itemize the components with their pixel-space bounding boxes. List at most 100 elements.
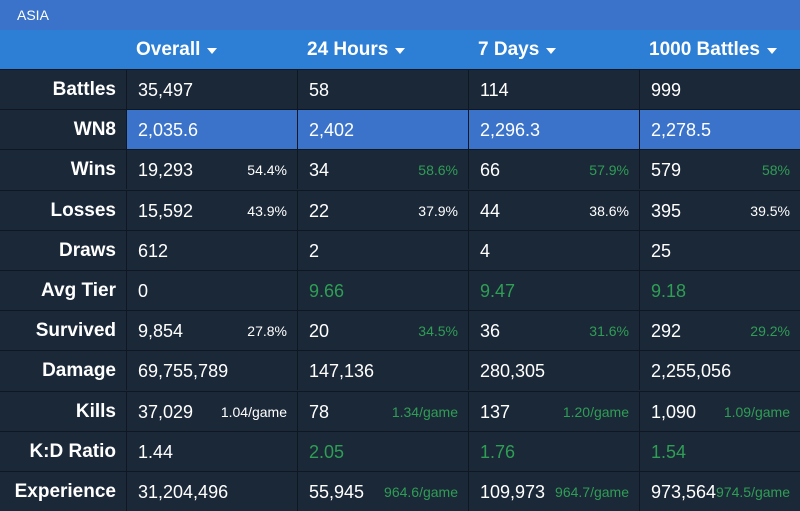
stat-label-cell: Survived	[0, 311, 126, 350]
stat-value: 55,945	[309, 482, 365, 502]
stat-label: Survived	[35, 320, 116, 342]
stat-cell: 612	[126, 230, 297, 270]
stat-value: 1.54	[651, 441, 687, 462]
stat-value: 973,564	[651, 482, 717, 502]
stat-value: 292	[651, 321, 682, 342]
stat-value: 579	[651, 160, 682, 181]
stat-row: Avg Tier 0 9.66 9.47 9.18	[0, 270, 800, 310]
stat-cell: 1.44	[126, 431, 297, 471]
stat-value: 20	[309, 321, 330, 342]
column-header-row: Overall 24 Hours 7 Days 1000 Battles	[0, 30, 800, 69]
stat-value: 1.44	[138, 441, 174, 462]
stat-cell: 4	[468, 230, 639, 270]
stat-value: 22	[309, 200, 330, 221]
stat-cell: 1,090 1.09/game	[639, 391, 800, 431]
stat-cell: 69,755,789	[126, 351, 297, 391]
stat-value: 2.05	[309, 441, 345, 462]
stat-cell: 2,278.5	[639, 110, 800, 150]
column-1000-battles-dropdown[interactable]: 1000 Battles	[649, 30, 777, 69]
stat-value: 35,497	[138, 80, 194, 100]
stat-row: K:D Ratio 1.44 2.05 1.76 1.54	[0, 430, 800, 471]
stat-label-cell: Kills	[0, 392, 126, 431]
stat-label: Damage	[42, 360, 116, 382]
stat-value: 2	[309, 240, 320, 261]
stat-cell: 20 34.5%	[297, 311, 468, 351]
stat-label: Wins	[70, 159, 116, 181]
stat-cell: 395 39.5%	[639, 190, 800, 230]
stat-cell: 137 1.20/game	[468, 391, 639, 431]
stat-value: 69,755,789	[138, 361, 229, 382]
stat-value: 9.18	[651, 281, 687, 301]
stat-cell: 2,402	[297, 110, 468, 150]
stat-cell: 9.18	[639, 271, 800, 310]
stat-subvalue: 31.6%	[589, 323, 629, 340]
stat-subvalue: 34.5%	[418, 323, 458, 340]
stat-label: WN8	[73, 119, 116, 141]
stat-subvalue: 43.9%	[247, 202, 287, 219]
stat-value: 109,973	[480, 482, 546, 502]
column-24-hours-dropdown[interactable]: 24 Hours	[307, 30, 406, 69]
stat-value: 137	[480, 401, 511, 422]
stat-cell: 55,945 964.6/game	[297, 472, 468, 511]
stat-value: 999	[651, 80, 682, 100]
stat-value: 2,255,056	[651, 361, 732, 382]
stat-value: 66	[480, 160, 501, 181]
column-header-label: 1000 Battles	[649, 38, 760, 60]
stat-cell: 15,592 43.9%	[126, 190, 297, 230]
stat-cell: 0	[126, 271, 297, 310]
stat-cell: 31,204,496	[126, 472, 297, 511]
stat-row: Draws 612 2 4 25	[0, 229, 800, 270]
stat-label-cell: Battles	[0, 70, 126, 109]
stat-subvalue: 1.20/game	[562, 403, 629, 420]
stat-cell: 1.76	[468, 431, 639, 471]
stat-value: 395	[651, 200, 682, 221]
caret-down-icon	[395, 47, 406, 54]
stat-value: 19,293	[138, 160, 194, 181]
column-header-label: 24 Hours	[307, 38, 389, 60]
stat-label: Avg Tier	[41, 280, 116, 301]
stat-label: Experience	[14, 481, 116, 502]
stat-cell: 2,255,056	[639, 351, 800, 391]
stat-cell: 579 58%	[639, 150, 800, 190]
stat-label-cell: Losses	[0, 191, 126, 230]
stat-cell: 2,296.3	[468, 110, 639, 150]
stat-value: 2,296.3	[480, 120, 541, 141]
stat-subvalue: 1.09/game	[723, 403, 790, 420]
stat-value: 58	[309, 80, 330, 100]
stat-value: 78	[309, 401, 330, 422]
column-7-days-dropdown[interactable]: 7 Days	[478, 30, 557, 69]
stat-label-cell: Wins	[0, 150, 126, 189]
stat-cell: 58	[297, 70, 468, 109]
stat-cell: 25	[639, 230, 800, 270]
stat-row: Damage 69,755,789 147,136 280,305 2,255,056	[0, 350, 800, 391]
stat-cell: 280,305	[468, 351, 639, 391]
stat-row: WN8 2,035.6 2,402 2,296.3 2,278.5	[0, 109, 800, 150]
stat-value: 4	[480, 240, 491, 261]
stat-cell: 2.05	[297, 431, 468, 471]
stat-label-cell: Draws	[0, 231, 126, 270]
stat-cell: 9.47	[468, 271, 639, 310]
stat-subvalue: 1.34/game	[391, 403, 458, 420]
stat-cell: 2,035.6	[126, 110, 297, 150]
stat-value: 36	[480, 321, 501, 342]
region-label: ASIA	[17, 7, 49, 23]
caret-down-icon	[207, 47, 218, 54]
stat-label: Losses	[50, 199, 116, 221]
region-bar: ASIA	[0, 0, 800, 30]
stat-value: 37,029	[138, 401, 194, 422]
stat-label: Draws	[58, 239, 116, 261]
stat-value: 2,402	[309, 120, 355, 141]
stat-label-cell: Avg Tier	[0, 271, 126, 310]
stat-cell: 78 1.34/game	[297, 391, 468, 431]
column-overall-dropdown[interactable]: Overall	[136, 30, 218, 69]
stat-label: K:D Ratio	[29, 440, 116, 462]
stat-value: 147,136	[309, 361, 375, 382]
stat-subvalue: 964.6/game	[384, 484, 458, 500]
stat-subvalue: 27.8%	[247, 323, 287, 340]
stat-value: 9,854	[138, 321, 184, 342]
stat-value: 15,592	[138, 200, 194, 221]
stat-value: 2,035.6	[138, 120, 199, 141]
stat-value: 25	[651, 240, 672, 261]
stat-subvalue: 58.6%	[418, 162, 458, 179]
caret-down-icon	[766, 47, 777, 54]
